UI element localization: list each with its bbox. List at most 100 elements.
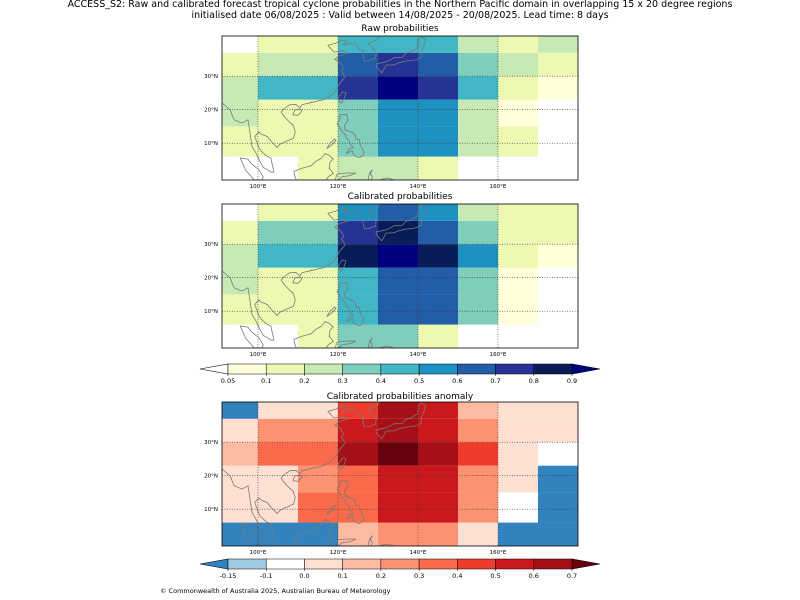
heatmap-cell [258, 36, 298, 53]
colorbar-tick-label: 0.05 [221, 377, 235, 385]
heatmap-cell [378, 99, 418, 127]
heatmap-cell [458, 442, 498, 466]
heatmap-cell [538, 244, 578, 268]
colorbar-tick-label: 0.4 [452, 572, 462, 580]
heatmap-cell [298, 522, 338, 546]
heatmap-cell [418, 402, 458, 419]
colorbar-segment [533, 558, 573, 570]
heatmap-cell [538, 76, 578, 100]
raw-probabilities-title: Raw probabilities [361, 24, 439, 34]
heatmap-cell [458, 156, 498, 180]
colorbar-tick-label: 0.8 [529, 377, 539, 385]
heatmap-cell [222, 36, 258, 53]
heatmap-cell [338, 442, 378, 466]
heatmap-cell [418, 492, 458, 523]
heatmap-cell [378, 126, 418, 157]
heatmap-cell [498, 294, 538, 325]
heatmap-cell [538, 294, 578, 325]
heatmap-cell [498, 204, 538, 221]
heatmap-cell [258, 52, 298, 77]
heatmap-cell [538, 418, 578, 443]
heatmap-cell [298, 294, 338, 325]
heatmap-cell [458, 267, 498, 295]
heatmap-cell [222, 126, 258, 157]
colorbar-tick-label: 0.1 [261, 377, 271, 385]
heatmap-cell [258, 294, 298, 325]
heatmap-cell [338, 52, 378, 77]
y-tick-label: 20°N [204, 108, 218, 114]
heatmap-cell [538, 204, 578, 221]
heatmap-cell [378, 220, 418, 245]
heatmap-cell [378, 36, 418, 53]
colorbar-segment [265, 558, 305, 570]
y-tick-label: 30°N [204, 440, 218, 446]
y-tick-label: 20°N [204, 474, 218, 480]
heatmap-cell [538, 402, 578, 419]
heatmap-cell [298, 442, 338, 466]
heatmap-cell [258, 492, 298, 523]
heatmap-cell [418, 76, 458, 100]
coastline [222, 36, 427, 180]
heatmap-cell [258, 522, 298, 546]
heatmap-cell [378, 204, 418, 221]
heatmap-cell [498, 126, 538, 157]
heatmap-cell [538, 220, 578, 245]
x-tick-label: 120°E [330, 550, 347, 556]
heatmap-cell [298, 244, 338, 268]
heatmap-cell [458, 465, 498, 493]
heatmap-cell [418, 126, 458, 157]
heatmap-cell [338, 294, 378, 325]
x-tick-label: 100°E [250, 184, 267, 190]
colorbar-segment [457, 558, 496, 570]
y-tick-label: 10°N [204, 507, 218, 513]
heatmap-cell [298, 402, 338, 419]
heatmap-cell [418, 244, 458, 268]
heatmap-cell [538, 36, 578, 53]
heatmap-cell [498, 492, 538, 523]
heatmap-cell [418, 465, 458, 493]
heatmap-cell [418, 324, 458, 348]
colorbar-segment [304, 558, 343, 570]
colorbar-tick-label: 0.1 [337, 572, 347, 580]
y-tick-label: 20°N [204, 276, 218, 282]
heatmap-cell [458, 76, 498, 100]
colorbar-over-triangle [571, 558, 601, 570]
heatmap-cell [538, 522, 578, 546]
heatmap-cell [378, 442, 418, 466]
heatmap-cell [338, 244, 378, 268]
heatmap-cell [338, 324, 378, 348]
heatmap-cell [498, 99, 538, 127]
heatmap-cell [298, 156, 338, 180]
heatmap-cell [378, 52, 418, 77]
heatmap-cell [338, 267, 378, 295]
figure-title-line-1: ACCESS_S2: Raw and calibrated forecast t… [67, 0, 733, 10]
heatmap-cell [378, 244, 418, 268]
heatmap-cell [498, 402, 538, 419]
y-tick-label: 10°N [204, 309, 218, 315]
x-tick-label: 140°E [410, 184, 427, 190]
heatmap-cell [378, 324, 418, 348]
heatmap-cell [538, 99, 578, 127]
heatmap-cell [222, 294, 258, 325]
heatmap-cell [222, 402, 258, 419]
heatmap-cell [458, 244, 498, 268]
heatmap-cell [222, 442, 258, 466]
heatmap-cell [498, 522, 538, 546]
heatmap-cell [222, 52, 258, 77]
heatmap-cell [298, 76, 338, 100]
heatmap-cell [458, 99, 498, 127]
heatmap-cell [498, 465, 538, 493]
heatmap-cell [538, 442, 578, 466]
heatmap-cell [338, 220, 378, 245]
x-tick-label: 160°E [490, 550, 507, 556]
heatmap-cell [298, 418, 338, 443]
colorbar-tick-label: -0.1 [260, 572, 273, 580]
colorbar-tick-label: 0.7 [567, 572, 577, 580]
heatmap-cell [458, 126, 498, 157]
heatmap-cell [418, 156, 458, 180]
map-frame [221, 35, 579, 181]
heatmap-cell [378, 522, 418, 546]
